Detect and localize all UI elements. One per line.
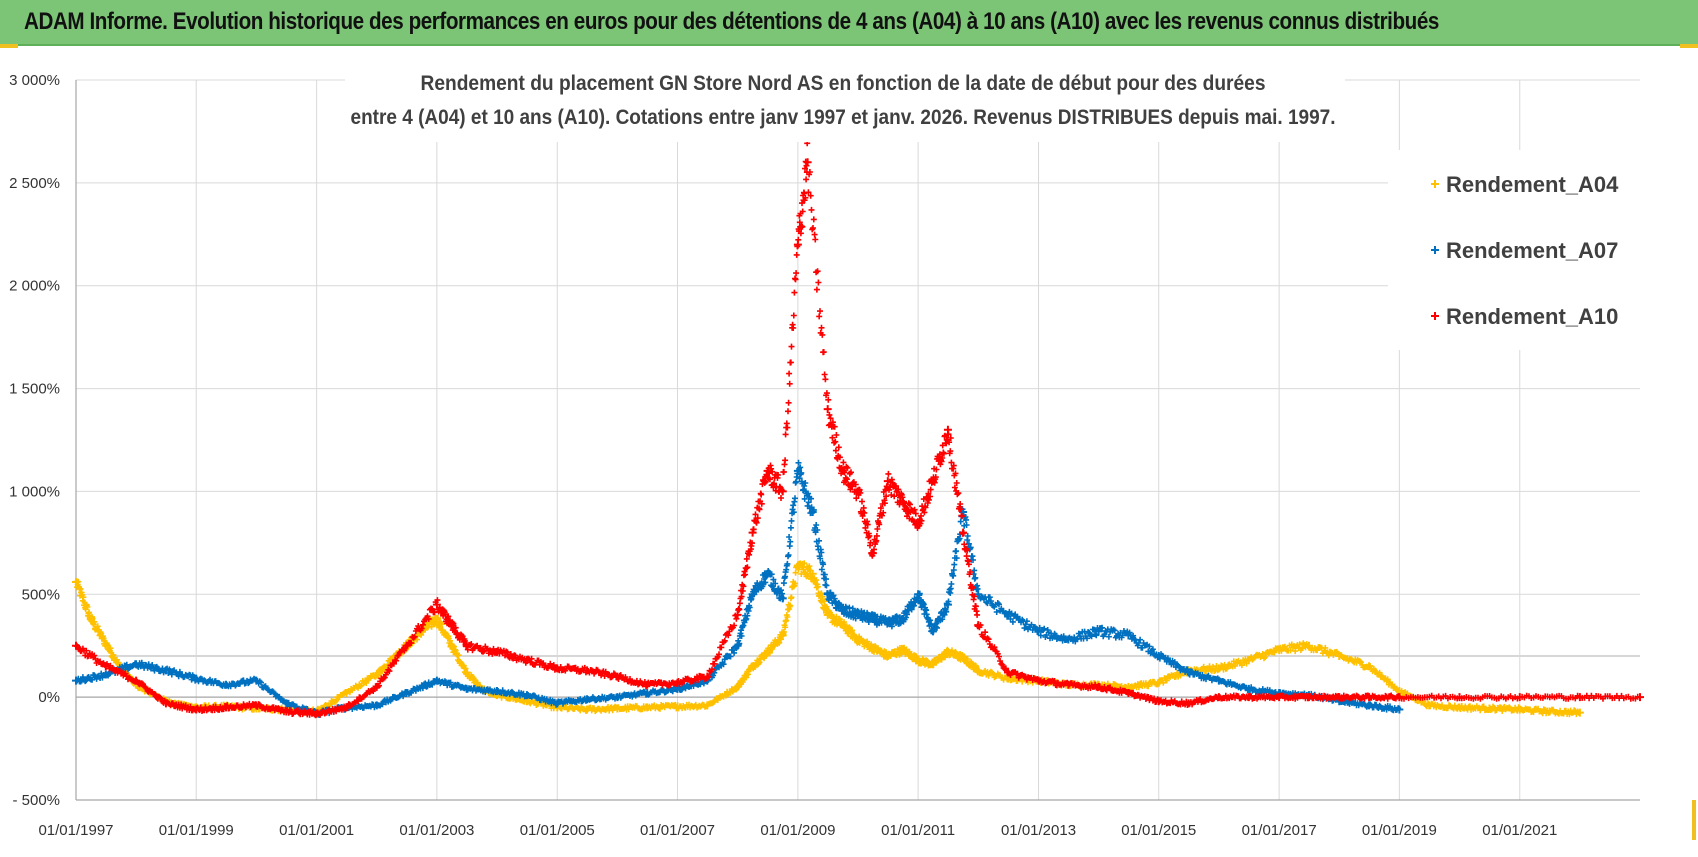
x-tick-label: 01/01/2011 [881,822,955,839]
legend-item-a04: Rendement_A04 [1431,172,1619,197]
x-tick-labels: 01/01/1997 01/01/1999 01/01/2001 01/01/2003… [38,822,1557,839]
x-tick-label: 01/01/1999 [159,822,234,839]
y-tick-labels: - 500% 0% 500% 1 000% 1 500% 2 000% 2 500% 3 00… [9,72,60,809]
x-tick-label: 01/01/2021 [1482,822,1557,839]
data-point-cloud [74,459,1402,718]
subtitle-background [345,70,1345,142]
y-tick-label: 0% [38,689,60,706]
data-point-cloud [74,140,1641,719]
title-banner: ADAM Informe. Evolution historique des p… [0,0,1698,46]
x-tick-label: 01/01/2017 [1242,822,1317,839]
series-a07 [72,459,1404,718]
data-point-cloud [73,560,1582,718]
y-tick-label: 1 500% [9,381,60,398]
y-tick-label: 2 500% [9,175,60,192]
legend-label: Rendement_A04 [1446,172,1619,197]
legend: Rendement_A04 Rendement_A07 Rendement_A10 [1388,150,1640,350]
x-tick-label: 01/01/2003 [399,822,474,839]
legend-item-a07: Rendement_A07 [1431,238,1618,263]
y-tick-label: - 500% [12,792,60,809]
x-tick-label: 01/01/2013 [1001,822,1076,839]
series-a10 [72,140,1644,719]
y-tick-label: 3 000% [9,72,60,89]
x-tick-label: 01/01/2009 [760,822,835,839]
x-tick-label: 01/01/2005 [520,822,595,839]
legend-marker [1431,180,1439,188]
page-title: ADAM Informe. Evolution historique des p… [24,8,1439,35]
chart-subtitle: Rendement du placement GN Store Nord AS … [345,70,1345,142]
legend-label: Rendement_A07 [1446,238,1618,263]
series [72,140,1644,719]
legend-background [1388,150,1640,350]
y-tick-label: 1 000% [9,483,60,500]
x-tick-label: 01/01/2007 [640,822,715,839]
legend-label: Rendement_A10 [1446,304,1618,329]
corner-mark-top-left [0,44,18,48]
data-point [823,405,832,414]
x-tick-label: 01/01/1997 [38,822,113,839]
subtitle-line-2: entre 4 (A04) et 10 ans (A10). Cotations… [351,106,1336,129]
legend-marker [1431,312,1439,320]
x-tick-label: 01/01/2001 [279,822,354,839]
legend-marker [1431,246,1439,254]
x-tick-label: 01/01/2019 [1362,822,1437,839]
y-tick-label: 2 000% [9,278,60,295]
subtitle-line-1: Rendement du placement GN Store Nord AS … [421,72,1266,95]
corner-mark-bottom-right [1692,800,1696,840]
y-tick-label: 500% [22,586,60,603]
corner-mark-top-right [1680,44,1698,48]
legend-item-a10: Rendement_A10 [1431,304,1618,329]
x-tick-label: 01/01/2015 [1121,822,1196,839]
